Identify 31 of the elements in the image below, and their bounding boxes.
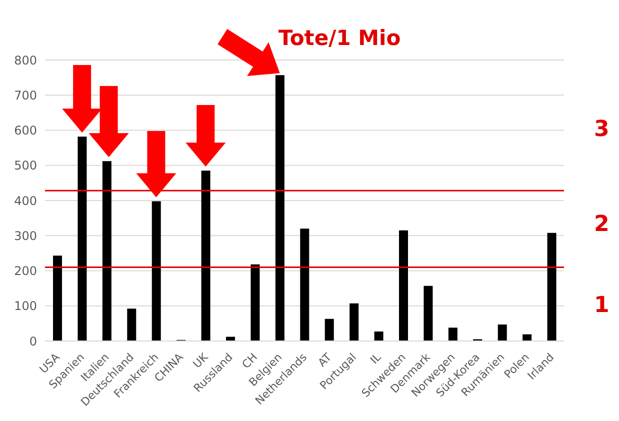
y-tick-label: 700 [14,88,37,102]
bar [547,232,556,341]
bar [152,201,161,341]
y-tick-label: 500 [14,158,37,173]
bar [53,256,62,341]
bar [374,332,384,341]
bar [522,334,532,341]
y-tick-label: 800 [14,53,37,68]
y-tick-label: 100 [14,299,37,314]
text: 2 [594,211,610,240]
y-tick-label: 200 [14,264,37,278]
bar [275,75,284,341]
bar [424,286,433,341]
bar [498,324,507,341]
bar [448,328,458,341]
bar [399,230,408,341]
bar [78,136,87,341]
bar [250,264,260,341]
bar [300,228,310,341]
bar [127,308,136,341]
bar [201,170,210,341]
text: 1 [594,292,610,320]
y-tick-label: 600 [14,124,37,138]
bar [324,318,334,341]
y-tick-label: 400 [14,194,37,208]
chart-title: Tote/1 Mio [277,26,402,50]
bar [350,303,359,341]
y-tick-label: 0 [29,334,37,348]
text: 3 [594,116,610,144]
y-tick-label: 300 [14,228,37,243]
bar [102,161,112,341]
